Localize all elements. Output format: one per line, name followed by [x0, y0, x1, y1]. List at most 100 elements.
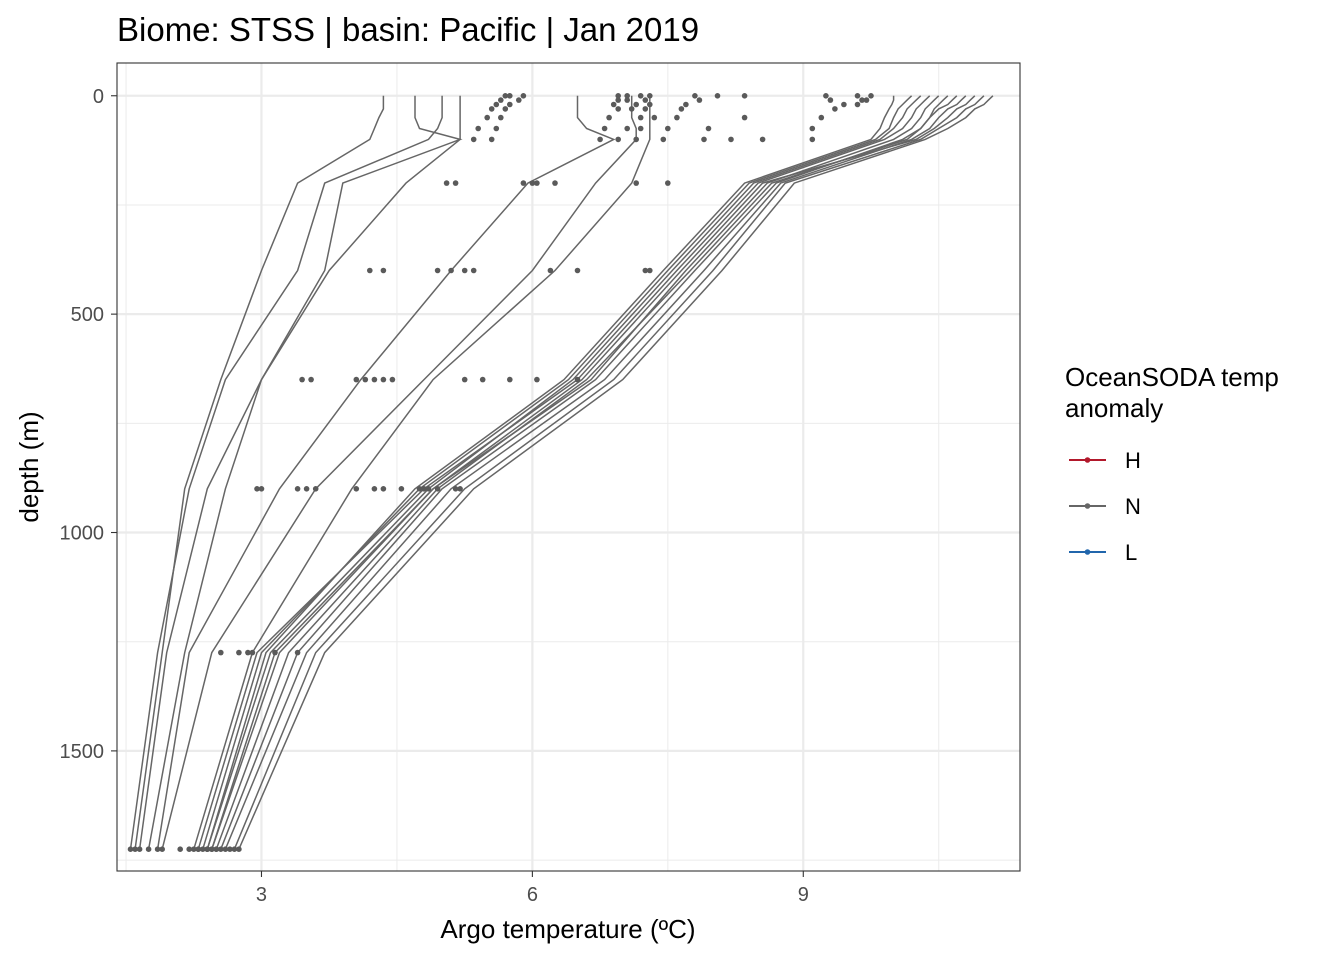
legend-title-line-1: OceanSODA temp	[1065, 362, 1279, 392]
data-point	[705, 125, 712, 132]
data-point	[218, 649, 224, 656]
data-point	[678, 106, 685, 112]
data-point	[457, 486, 463, 492]
data-point	[827, 97, 834, 103]
data-point	[470, 267, 477, 274]
data-point	[353, 486, 360, 492]
data-point	[398, 486, 405, 492]
data-point	[809, 136, 816, 143]
x-tick-label: 3	[256, 884, 267, 906]
data-point	[461, 376, 468, 383]
data-point	[204, 846, 211, 852]
data-point	[647, 267, 653, 274]
data-point	[479, 376, 486, 383]
data-point	[200, 846, 206, 852]
data-point	[353, 376, 360, 383]
profile-line-4	[147, 95, 463, 850]
legend: OceanSODA temp anomaly HNL	[1065, 362, 1279, 565]
data-point	[529, 180, 536, 186]
data-point	[859, 97, 865, 103]
profile-line-1	[129, 95, 443, 850]
data-point	[841, 101, 847, 108]
data-point	[665, 125, 671, 132]
data-point	[209, 846, 215, 852]
data-point	[516, 97, 522, 103]
data-point	[507, 376, 513, 383]
data-point	[741, 93, 748, 99]
data-point	[258, 486, 265, 492]
data-point	[809, 125, 816, 132]
legend-key-point	[1084, 457, 1091, 463]
data-point	[236, 846, 242, 852]
data-point	[308, 376, 314, 383]
legend-label-N: N	[1125, 494, 1141, 519]
data-point	[868, 93, 874, 99]
profile-lines	[129, 95, 994, 850]
data-point	[692, 93, 698, 99]
grid-lines	[117, 63, 1020, 871]
profile-points	[127, 93, 874, 852]
data-point	[218, 846, 224, 852]
data-point	[683, 101, 689, 108]
data-point	[493, 125, 500, 132]
data-point	[601, 125, 608, 132]
data-point	[647, 101, 653, 108]
y-tick-label: 0	[93, 86, 104, 108]
data-point	[615, 106, 621, 112]
data-point	[574, 376, 581, 383]
data-point	[299, 376, 305, 383]
data-point	[651, 114, 658, 121]
data-point	[633, 136, 639, 143]
data-point	[759, 136, 766, 143]
data-point	[633, 101, 639, 108]
data-point	[507, 101, 513, 108]
data-point	[647, 93, 653, 99]
data-point	[534, 376, 540, 383]
data-point	[249, 649, 256, 656]
data-point	[484, 114, 491, 121]
data-point	[520, 180, 527, 186]
data-point	[498, 97, 504, 103]
data-point	[624, 93, 630, 99]
data-point	[624, 125, 630, 132]
data-point	[854, 101, 861, 108]
data-point	[818, 114, 825, 121]
x-axis-label: Argo temperature (ºC)	[440, 914, 695, 944]
data-point	[452, 486, 459, 492]
profile-line-17	[211, 95, 976, 850]
data-point	[488, 106, 495, 112]
data-point	[136, 846, 143, 852]
data-point	[547, 267, 554, 274]
data-point	[272, 649, 278, 656]
data-point	[222, 846, 229, 852]
data-point	[132, 846, 138, 852]
data-point	[615, 136, 621, 143]
data-point	[195, 846, 202, 852]
data-point	[832, 106, 838, 112]
data-point	[637, 114, 644, 121]
data-point	[421, 486, 427, 492]
data-point	[534, 180, 540, 186]
plot-panel	[117, 63, 1020, 871]
y-tick-label: 1000	[60, 523, 105, 545]
data-point	[371, 376, 378, 383]
plot-border	[116, 62, 1021, 872]
data-point	[642, 267, 649, 274]
data-point	[434, 486, 441, 492]
data-point	[823, 93, 829, 99]
data-point	[552, 180, 558, 186]
x-axis-ticks: 3 6 9	[256, 871, 809, 906]
data-point	[425, 486, 432, 492]
data-point	[452, 180, 459, 186]
data-point	[186, 846, 192, 852]
data-point	[389, 376, 396, 383]
data-point	[633, 180, 639, 186]
data-point	[191, 846, 197, 852]
data-point	[371, 486, 378, 492]
data-point	[470, 136, 477, 143]
data-point	[606, 114, 612, 121]
data-point	[367, 267, 373, 274]
data-point	[854, 93, 861, 99]
x-tick-label: 6	[527, 884, 538, 906]
data-point	[615, 93, 621, 99]
